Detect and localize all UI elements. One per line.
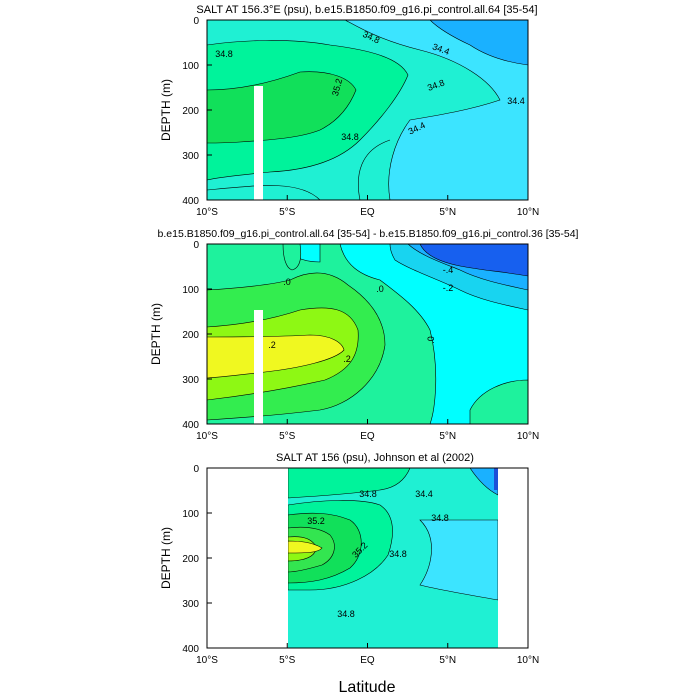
panel-3-contour-label: 34.8	[359, 489, 377, 499]
y-tick-label: 300	[182, 151, 199, 162]
panel-2-contour-label: .0	[376, 284, 384, 294]
y-tick-label: 0	[193, 16, 199, 27]
panel-3-contour-label: 34.8	[389, 549, 407, 559]
panel-2-contour-label: .2	[343, 354, 351, 364]
x-tick-label: EQ	[360, 207, 375, 218]
panel-3-title: SALT AT 156 (psu), Johnson et al (2002)	[276, 452, 474, 464]
panel-3-contour-label: 34.4	[415, 489, 433, 499]
panel-1-y-axis-label: DEPTH (m)	[159, 79, 173, 141]
panel-1-title: SALT AT 156.3°E (psu), b.e15.B1850.f09_g…	[196, 4, 537, 16]
panel-3-x-ticks: 10°S 5°S EQ 5°N 10°N	[196, 643, 539, 666]
panel-2-fill-neg-high	[419, 244, 528, 277]
y-tick-label: 200	[182, 330, 199, 341]
panel-3-contour-label: 34.8	[431, 513, 449, 523]
x-tick-label: 10°N	[517, 431, 539, 442]
panel-1-contour-label: 35.2	[330, 77, 344, 97]
panel-3-fill-top	[287, 468, 411, 499]
y-tick-label: 0	[193, 240, 199, 251]
x-tick-label: EQ	[360, 431, 375, 442]
y-tick-label: 300	[182, 599, 199, 610]
panel-1-contours	[207, 20, 528, 200]
panel-2-fill-pos-low-blob	[282, 244, 302, 271]
x-tick-label: 10°N	[517, 207, 539, 218]
panel-2-contour-label: -.4	[443, 265, 454, 275]
panel-2-masked-column	[254, 310, 263, 424]
panel-2-contour-label: -.2	[443, 283, 454, 293]
panel-3-contour-label: 34.8	[337, 609, 355, 619]
y-tick-label: 400	[182, 196, 199, 207]
panel-1-masked-column	[254, 86, 263, 200]
panel-2-contours	[207, 244, 528, 424]
panel-3-contour-label: 35.2	[307, 516, 325, 526]
panel-3-no-data-left	[207, 468, 288, 648]
panel-2-title: b.e15.B1850.f09_g16.pi_control.all.64 [3…	[158, 228, 579, 240]
x-tick-label: EQ	[360, 655, 375, 666]
x-tick-label: 5°S	[279, 431, 296, 442]
panel-1-y-ticks: 0 100 200 300 400	[182, 16, 212, 207]
x-tick-label: 5°N	[439, 207, 456, 218]
panel-1-contour-2	[358, 139, 391, 200]
panel-1-contour-label: 34.8	[341, 132, 359, 142]
panel-1-fill-low2	[429, 20, 528, 66]
panel-2-contour-label: .0	[426, 336, 436, 344]
panel-2-y-ticks: 0 100 200 300 400	[182, 240, 212, 431]
panel-1-x-ticks: 10°S 5°S EQ 5°N 10°N	[196, 195, 539, 218]
y-tick-label: 400	[182, 644, 199, 655]
y-tick-label: 100	[182, 509, 199, 520]
panel-3-y-axis-label: DEPTH (m)	[159, 527, 173, 589]
x-tick-label: 5°S	[279, 207, 296, 218]
panel-1-fill-highest	[207, 71, 357, 144]
y-tick-label: 400	[182, 420, 199, 431]
x-tick-label: 10°N	[517, 655, 539, 666]
panel-2-contour-label: .2	[268, 340, 276, 350]
panel-3-contours	[207, 468, 528, 648]
panel-2-y-axis-label: DEPTH (m)	[149, 303, 163, 365]
panel-2-fill-pos-low-corner	[469, 379, 528, 424]
panel-2-fill-pos-max	[207, 334, 345, 379]
x-tick-label: 5°N	[439, 655, 456, 666]
panel-1-contour-1	[207, 185, 321, 200]
panel-1-contour-label: 34.4	[507, 96, 525, 106]
y-tick-label: 200	[182, 106, 199, 117]
panel-1-contour-label: 34.8	[215, 49, 233, 59]
x-tick-label: 10°S	[196, 655, 218, 666]
panel-3-fill-max	[287, 540, 323, 554]
x-tick-label: 5°N	[439, 431, 456, 442]
panel-2: b.e15.B1850.f09_g16.pi_control.all.64 [3…	[149, 228, 579, 442]
panel-1: SALT AT 156.3°E (psu), b.e15.B1850.f09_g…	[159, 4, 539, 218]
y-tick-label: 100	[182, 61, 199, 72]
panel-3-no-data-right	[498, 468, 528, 648]
panel-3-fill-mid-low	[419, 519, 499, 601]
x-tick-label: 5°S	[279, 655, 296, 666]
y-tick-label: 100	[182, 285, 199, 296]
panel-2-contour-labels: .0 .0 -.4 -.2 .2 .2 .0	[268, 265, 453, 364]
panel-3: SALT AT 156 (psu), Johnson et al (2002) …	[159, 452, 539, 666]
panel-2-x-ticks: 10°S 5°S EQ 5°N 10°N	[196, 419, 539, 442]
x-tick-label: 10°S	[196, 207, 218, 218]
panel-3-deep-blue-bar	[494, 468, 498, 490]
x-tick-label: 10°S	[196, 431, 218, 442]
panel-2-contour-label: .0	[283, 277, 291, 287]
panel-3-y-ticks: 0 100 200 300 400	[182, 464, 212, 655]
y-tick-label: 0	[193, 464, 199, 475]
y-tick-label: 200	[182, 554, 199, 565]
x-axis-label: Latitude	[339, 679, 396, 696]
y-tick-label: 300	[182, 375, 199, 386]
